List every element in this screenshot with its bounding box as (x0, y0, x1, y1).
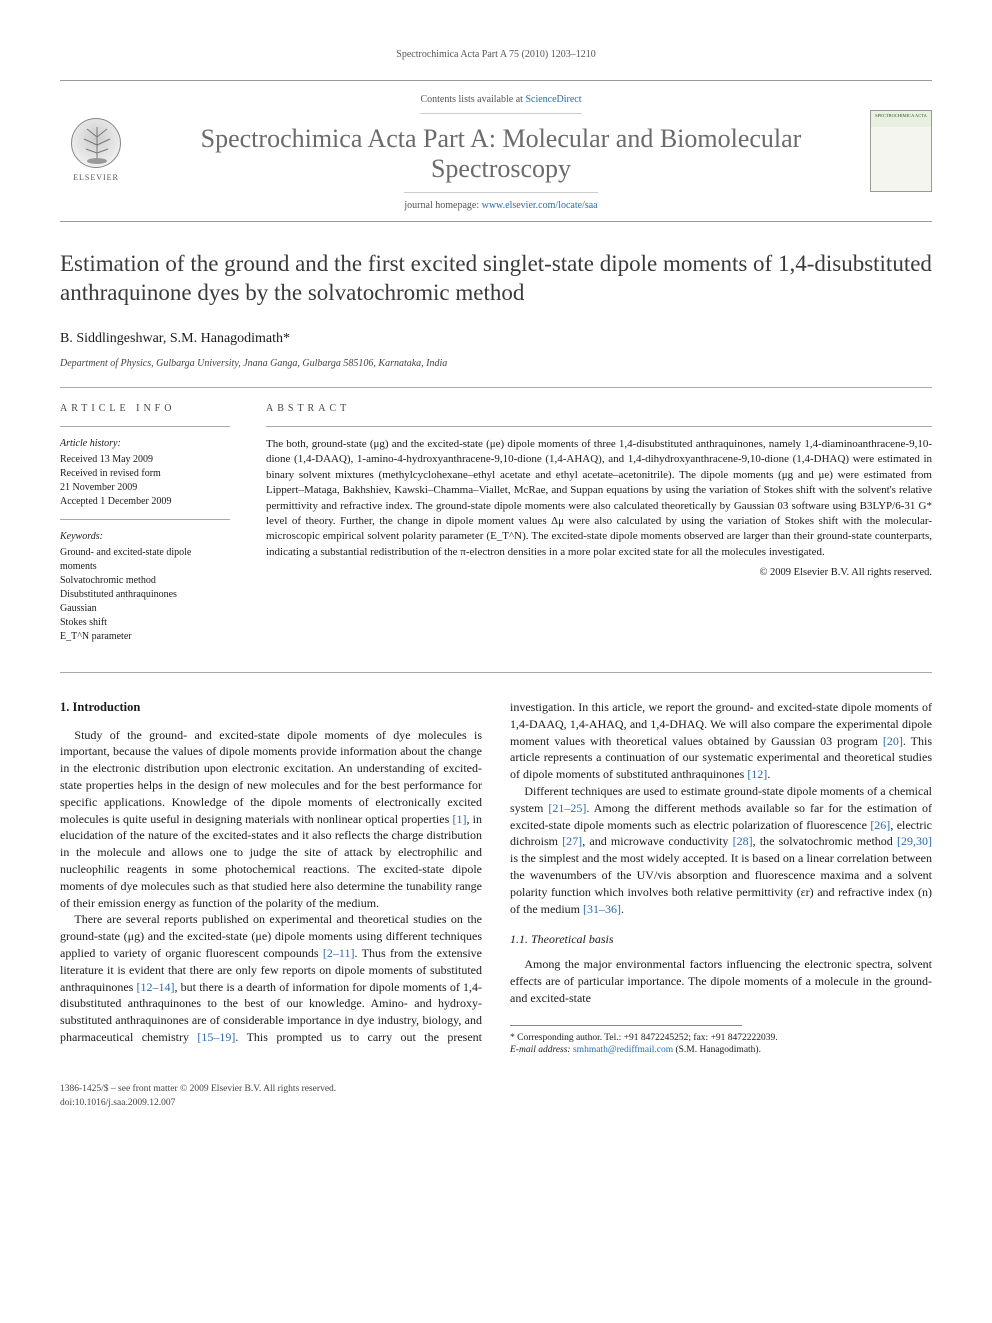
ref-link-26[interactable]: [26] (870, 818, 890, 832)
intro-para-1: Study of the ground- and excited-state d… (60, 727, 482, 912)
ref-link-1[interactable]: [1] (452, 812, 466, 826)
article-info-column: ARTICLE INFO Article history: Received 1… (60, 388, 248, 658)
ref-link-2-11[interactable]: [2–11] (323, 946, 355, 960)
elsevier-logo: ELSEVIER (60, 112, 132, 190)
article-info-heading: ARTICLE INFO (60, 402, 230, 416)
cover-thumb-title: SPECTROCHIMICA ACTA (875, 114, 927, 119)
history-received: Received 13 May 2009 (60, 453, 230, 467)
rule-below-abstract (60, 672, 932, 673)
ref-link-29-30[interactable]: [29,30] (897, 834, 932, 848)
p3d: , and microwave conductivity (582, 834, 732, 848)
p3e: , the solvatochromic method (753, 834, 897, 848)
contents-prefix: Contents lists available at (420, 94, 525, 105)
journal-homepage-line: journal homepage: www.elsevier.com/locat… (404, 192, 597, 213)
homepage-prefix: journal homepage: (404, 200, 481, 211)
p1b: , in elucidation of the nature of the ex… (60, 812, 482, 910)
history-revised-2: 21 November 2009 (60, 481, 230, 495)
ref-link-21-25[interactable]: [21–25] (548, 801, 586, 815)
history-label: Article history: (60, 437, 230, 451)
abstract-copyright: © 2009 Elsevier B.V. All rights reserved… (266, 566, 932, 581)
footnote-separator (510, 1025, 742, 1026)
email-label: E-mail address: (510, 1045, 573, 1055)
issn-line: 1386-1425/$ – see front matter © 2009 El… (60, 1083, 336, 1096)
ref-link-28[interactable]: [28] (733, 834, 753, 848)
masthead-center: Contents lists available at ScienceDirec… (132, 89, 870, 213)
abstract-rule (266, 426, 932, 427)
p3f: is the simplest and the most widely acce… (510, 851, 932, 915)
p3g: . (621, 902, 624, 916)
section-1-heading: 1. Introduction (60, 699, 482, 717)
elsevier-tree-icon (71, 118, 121, 168)
ref-link-12-14[interactable]: [12–14] (137, 980, 175, 994)
keyword-1: Ground- and excited-state dipole moments (60, 546, 230, 574)
sciencedirect-link[interactable]: ScienceDirect (525, 94, 581, 105)
body-two-column: 1. Introduction Study of the ground- and… (60, 699, 932, 1057)
info-rule-1 (60, 426, 230, 427)
ref-link-27[interactable]: [27] (562, 834, 582, 848)
elsevier-label: ELSEVIER (73, 172, 119, 183)
keywords-label: Keywords: (60, 530, 230, 544)
intro-para-3: Different techniques are used to estimat… (510, 783, 932, 917)
journal-homepage-link[interactable]: www.elsevier.com/locate/saa (482, 200, 598, 211)
footer-row: 1386-1425/$ – see front matter © 2009 El… (60, 1083, 932, 1110)
abstract-heading: ABSTRACT (266, 402, 932, 416)
info-rule-2 (60, 519, 230, 520)
journal-cover-thumbnail: SPECTROCHIMICA ACTA (870, 110, 932, 192)
ref-link-15-19[interactable]: [15–19] (197, 1030, 235, 1044)
contents-available-line: Contents lists available at ScienceDirec… (420, 93, 581, 114)
abstract-text: The both, ground-state (μg) and the exci… (266, 437, 932, 560)
history-revised-1: Received in revised form (60, 467, 230, 481)
keyword-6: E_T^N parameter (60, 630, 230, 644)
abstract-column: ABSTRACT The both, ground-state (μg) and… (248, 388, 932, 658)
ref-link-31-36[interactable]: [31–36] (583, 902, 621, 916)
theoretical-para-1: Among the major environmental factors in… (510, 956, 932, 1006)
keyword-3: Disubstituted anthraquinones (60, 588, 230, 602)
affiliation: Department of Physics, Gulbarga Universi… (60, 357, 932, 371)
footer-left: 1386-1425/$ – see front matter © 2009 El… (60, 1083, 336, 1110)
ref-link-12b[interactable]: [12] (747, 767, 767, 781)
article-title: Estimation of the ground and the first e… (60, 250, 932, 308)
p2f: . (767, 767, 770, 781)
running-header: Spectrochimica Acta Part A 75 (2010) 120… (60, 48, 932, 62)
subsection-1-1-heading: 1.1. Theoretical basis (510, 931, 932, 948)
keyword-2: Solvatochromic method (60, 574, 230, 588)
history-accepted: Accepted 1 December 2009 (60, 495, 230, 509)
keyword-5: Stokes shift (60, 616, 230, 630)
journal-title: Spectrochimica Acta Part A: Molecular an… (144, 124, 858, 184)
authors-line: B. Siddlingeshwar, S.M. Hanagodimath* (60, 329, 932, 349)
corresponding-author-footnote: * Corresponding author. Tel.: +91 847224… (510, 1032, 932, 1045)
journal-masthead: ELSEVIER Contents lists available at Sci… (60, 80, 932, 222)
email-footnote: E-mail address: smhmath@rediffmail.com (… (510, 1044, 932, 1057)
p1a: Study of the ground- and excited-state d… (60, 728, 482, 826)
doi-line: doi:10.1016/j.saa.2009.12.007 (60, 1097, 336, 1110)
keyword-4: Gaussian (60, 602, 230, 616)
ref-link-20[interactable]: [20] (883, 734, 903, 748)
email-suffix: (S.M. Hanagodimath). (673, 1045, 761, 1055)
corresponding-email-link[interactable]: smhmath@rediffmail.com (573, 1045, 673, 1055)
